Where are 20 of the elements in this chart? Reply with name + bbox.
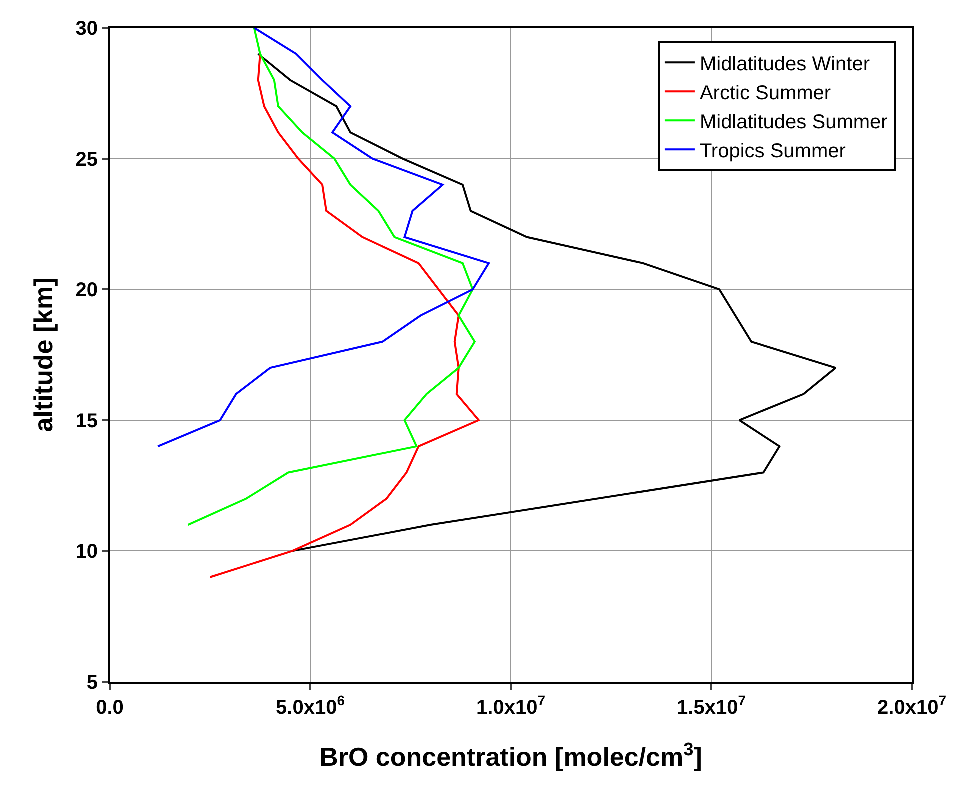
y-axis-title: altitude [km]	[28, 278, 59, 432]
legend-label: Midlatitudes Summer	[700, 111, 888, 134]
line-series	[209, 53, 480, 578]
legend-label: Tropics Summer	[700, 140, 846, 162]
y-tick-label: 30	[76, 18, 98, 40]
legend-label: Arctic Summer	[700, 82, 832, 104]
x-axis-title: BrO concentration [molec/cm$^{3}$]	[320, 739, 702, 772]
y-tick-label: 25	[76, 148, 98, 171]
line-series	[187, 28, 476, 526]
x-tick-label: 0.0	[96, 697, 124, 719]
line-series	[157, 28, 490, 448]
x-tick-label: 2.0x10$^{7}$	[878, 692, 947, 719]
x-tick-label: 5.0x10$^{6}$	[276, 692, 346, 719]
y-tick-label: 20	[76, 280, 98, 302]
legend-label: Midlatitudes Winter	[700, 53, 870, 76]
y-tick-label: 5	[86, 672, 98, 694]
y-tick-label: 15	[76, 410, 98, 432]
x-tick-label: 1.5x10$^{7}$	[677, 692, 746, 719]
y-tick-label: 10	[76, 541, 98, 564]
x-tick-label: 1.0x10$^{7}$	[476, 692, 546, 719]
